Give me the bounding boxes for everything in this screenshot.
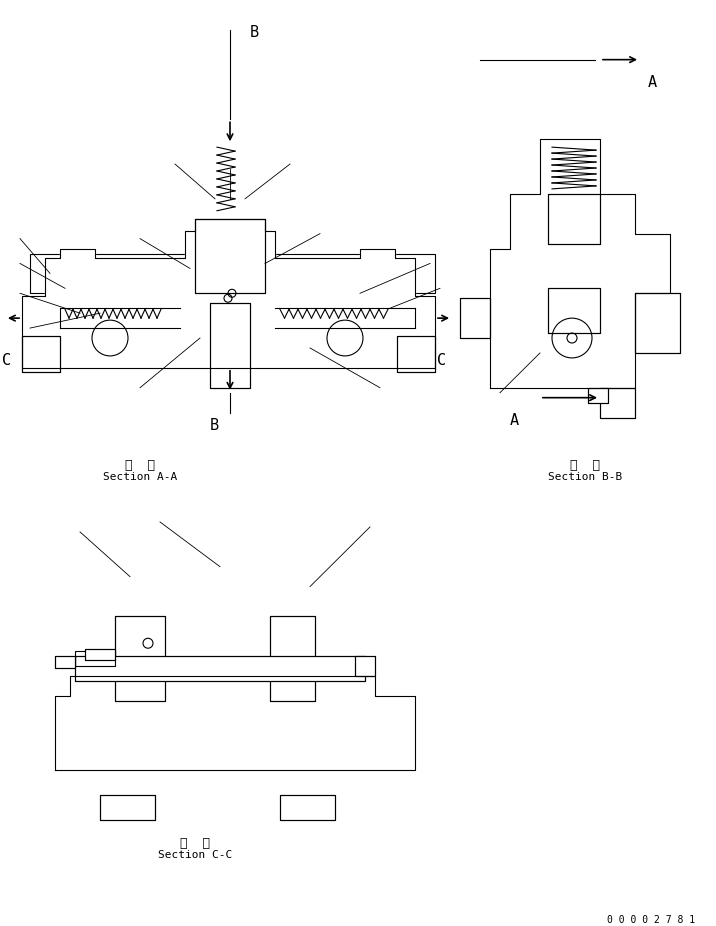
Bar <box>355 657 375 676</box>
Bar <box>100 795 155 820</box>
Bar <box>588 388 608 403</box>
Bar <box>85 649 115 660</box>
Bar <box>548 194 600 244</box>
Bar <box>460 298 490 338</box>
Text: 断  面: 断 面 <box>180 837 210 850</box>
Text: A: A <box>510 413 519 428</box>
Bar <box>22 336 60 372</box>
Bar <box>600 388 635 418</box>
Bar <box>270 617 315 701</box>
Bar <box>600 388 635 418</box>
Bar <box>75 651 115 666</box>
Text: C: C <box>2 353 11 368</box>
Text: B: B <box>250 25 259 40</box>
Bar <box>635 294 680 353</box>
Bar <box>397 336 435 372</box>
Bar <box>115 617 165 701</box>
Bar <box>75 657 365 681</box>
Bar <box>55 657 75 668</box>
Text: 断  面: 断 面 <box>570 459 600 472</box>
Text: A: A <box>648 75 657 90</box>
Bar <box>100 795 155 820</box>
Text: B: B <box>210 418 219 432</box>
Text: 断  面: 断 面 <box>125 459 155 472</box>
Bar <box>22 336 60 372</box>
Bar <box>75 657 365 681</box>
Polygon shape <box>490 139 670 388</box>
Polygon shape <box>22 219 435 368</box>
Bar <box>30 254 435 294</box>
Bar <box>548 194 600 244</box>
Bar <box>635 294 680 353</box>
Bar <box>548 288 600 333</box>
Bar <box>280 795 335 820</box>
Bar <box>397 336 435 372</box>
Polygon shape <box>55 676 415 770</box>
Bar <box>270 617 315 701</box>
Bar <box>210 303 250 388</box>
Text: Section C-C: Section C-C <box>158 850 232 860</box>
Bar <box>280 795 335 820</box>
Bar <box>55 657 75 668</box>
Bar <box>210 303 250 388</box>
Text: Section B-B: Section B-B <box>548 472 622 482</box>
Bar <box>115 617 165 701</box>
Bar <box>85 649 115 660</box>
Text: 0 0 0 0 2 7 8 1: 0 0 0 0 2 7 8 1 <box>607 915 695 925</box>
Bar <box>588 388 608 403</box>
Text: C: C <box>437 353 446 368</box>
Text: Section A-A: Section A-A <box>103 472 177 482</box>
Bar <box>548 288 600 333</box>
Bar <box>195 219 265 294</box>
Bar <box>460 298 490 338</box>
Bar <box>355 657 375 676</box>
Bar <box>195 219 265 294</box>
